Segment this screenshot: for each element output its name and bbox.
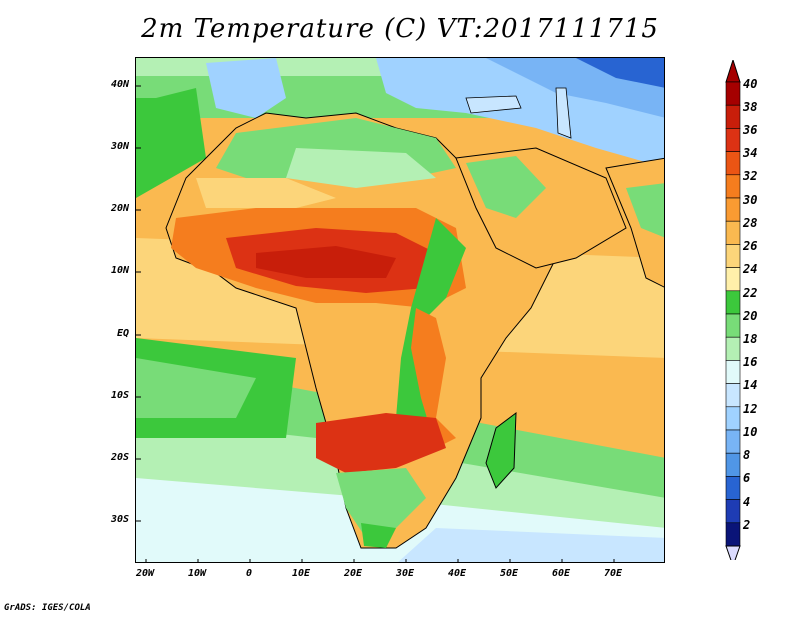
lat-label-10s: 10S <box>110 390 129 401</box>
colorbar-top-arrow <box>725 58 741 83</box>
band-south-blue <box>398 528 664 562</box>
black-sea <box>465 95 522 114</box>
sahel-core <box>256 246 396 278</box>
madagascar <box>485 411 517 489</box>
lon-label-20w: 20W <box>135 568 155 579</box>
colorbar-swatch-36 <box>725 128 741 152</box>
lon-label-30e: 30E <box>395 568 415 579</box>
lat-label-40n: 40N <box>110 79 129 90</box>
colorbar-swatch-38 <box>725 104 741 129</box>
colorbar-swatch-10 <box>725 429 741 454</box>
frame-ticks <box>136 85 615 562</box>
colorbar-label-8: 8 <box>743 448 751 462</box>
lat-label-20n: 20N <box>110 203 129 214</box>
arabia-green <box>466 156 546 218</box>
colorbar-label-22: 22 <box>743 286 758 300</box>
europe-darkest <box>576 58 664 88</box>
lat-label-10n: 10N <box>110 265 129 276</box>
lat-label-eq: EQ <box>116 328 129 339</box>
southern-tip-green <box>361 523 396 548</box>
colorbar-swatch-22 <box>725 290 741 315</box>
colorbar-label-38: 38 <box>743 100 758 114</box>
lat-label-30s: 30S <box>110 514 129 525</box>
iberia-blue <box>206 58 286 118</box>
colorbar-label-10: 10 <box>743 425 758 439</box>
lon-label-0: 0 <box>245 568 253 579</box>
colorbar-label-24: 24 <box>743 262 758 276</box>
temperature-map <box>135 57 665 563</box>
colorbar-swatch-40 <box>725 81 741 106</box>
colorbar-label-28: 28 <box>743 216 758 230</box>
colorbar-swatch-12 <box>725 406 741 431</box>
colorbar-swatch-8 <box>725 452 741 477</box>
lon-label-70e: 70E <box>603 568 623 579</box>
colorbar-label-32: 32 <box>743 169 758 183</box>
colorbar-label-26: 26 <box>743 239 758 253</box>
colorbar-label-40: 40 <box>743 77 758 91</box>
colorbar-swatch-20 <box>725 313 741 338</box>
colorbar-label-34: 34 <box>743 146 758 160</box>
atlantic-lightgreen <box>136 358 256 418</box>
india-green <box>626 183 664 238</box>
colorbar-swatch-14 <box>725 383 741 408</box>
lon-label-10w: 10W <box>187 568 207 579</box>
colorbar-swatch-18 <box>725 336 741 361</box>
colorbar-label-4: 4 <box>743 495 751 509</box>
colorbar-swatch-34 <box>725 151 741 176</box>
southern-africa-hot <box>316 413 446 473</box>
map-title: 2m Temperature (C) VT:2017111715 <box>141 14 659 44</box>
colorbar-label-18: 18 <box>743 332 758 346</box>
colorbar-swatch-28 <box>725 220 741 245</box>
colorbar-swatch-24 <box>725 267 741 292</box>
southern-africa-green <box>336 468 426 538</box>
central-sahara-pale <box>196 178 336 208</box>
lon-label-40e: 40E <box>447 568 467 579</box>
colorbar-label-14: 14 <box>743 378 758 392</box>
colorbar-swatch-6 <box>725 476 741 500</box>
colorbar-label-2: 2 <box>743 518 751 532</box>
colorbar-swatch-32 <box>725 174 741 199</box>
lon-label-60e: 60E <box>551 568 571 579</box>
lon-label-10e: 10E <box>291 568 311 579</box>
colorbar-swatch-16 <box>725 360 741 384</box>
lat-label-30n: 30N <box>110 141 129 152</box>
lon-label-20e: 20E <box>343 568 363 579</box>
colorbar-label-20: 20 <box>743 309 758 323</box>
colorbar-label-36: 36 <box>743 123 758 137</box>
colorbar-label-6: 6 <box>743 471 751 485</box>
east-africa-lake-band <box>411 308 456 448</box>
sahara-lightgreen <box>286 148 436 188</box>
grads-credit: GrADS: IGES/COLA <box>4 603 91 613</box>
colorbar-swatch-30 <box>725 197 741 222</box>
colorbar-label-12: 12 <box>743 402 758 416</box>
colorbar-label-30: 30 <box>743 193 758 207</box>
colorbar-bottom-arrow <box>725 545 741 568</box>
east-africa-highlands <box>396 218 466 438</box>
colorbar-label-16: 16 <box>743 355 758 369</box>
west-africa-coast-green <box>136 88 206 198</box>
colorbar <box>718 58 788 568</box>
lat-label-20s: 20S <box>110 452 129 463</box>
caspian-sea <box>555 87 572 139</box>
colorbar-swatch-26 <box>725 244 741 268</box>
lon-label-50e: 50E <box>499 568 519 579</box>
colorbar-swatch-4 <box>725 499 741 524</box>
colorbar-swatch-2 <box>725 522 741 547</box>
